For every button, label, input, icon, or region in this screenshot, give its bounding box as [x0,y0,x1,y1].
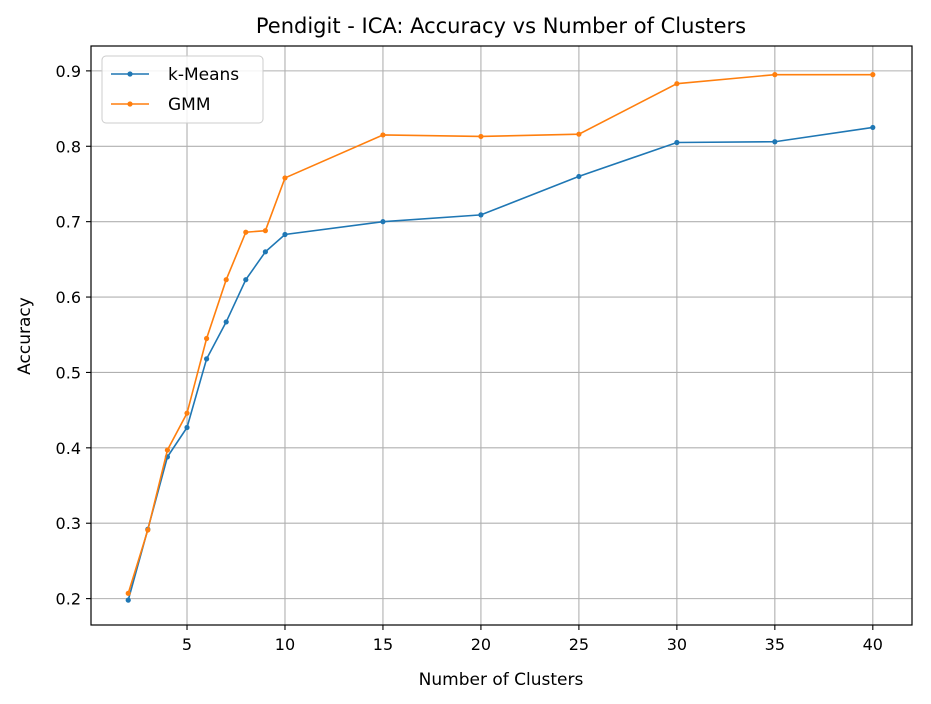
data-point [164,447,171,453]
data-point [282,231,288,238]
y-tick-label: 0.6 [56,288,81,307]
data-point [380,132,386,138]
plot-frame [90,45,913,626]
data-point [262,249,268,255]
legend-label: k-Means [168,65,239,85]
data-point [282,175,288,181]
data-point [870,124,876,131]
data-point [576,131,582,137]
data-point [184,424,190,431]
y-tick-label: 0.2 [56,590,81,609]
x-tick-label: 40 [863,635,883,654]
x-tick-label: 25 [569,635,589,654]
data-point [125,597,131,603]
data-point [262,228,268,234]
data-point [204,335,210,342]
chart-title: Pendigit - ICA: Accuracy vs Number of Cl… [256,14,746,38]
data-point [478,133,484,140]
y-tick-label: 0.3 [56,514,81,533]
data-point [184,410,190,416]
data-point [243,277,249,283]
legend: k-Means GMM [101,55,264,124]
y-axis-label: Accuracy [15,297,35,375]
y-tick-label: 0.4 [56,439,81,458]
data-point [223,277,229,283]
data-point [125,590,131,596]
legend-marker [127,71,133,77]
data-point [674,139,680,146]
y-tick-label: 0.8 [56,137,81,156]
x-tick-label: 15 [373,635,393,654]
legend-label: GMM [168,95,211,115]
data-point [772,139,778,145]
x-tick-label: 20 [471,635,491,654]
x-tick-label: 5 [182,635,192,654]
data-point [870,72,876,78]
tick-layer: 5 10 15 20 25 30 35 40 0.2 0.3 0.4 0.5 0.6 0.7 0.8 0.9 [56,62,883,654]
grid-layer [91,46,912,625]
x-axis-label: Number of Clusters [419,670,584,690]
data-point [243,229,249,235]
data-point [478,212,484,218]
y-tick-label: 0.5 [56,363,81,382]
data-point [674,81,680,87]
data-point [223,319,229,325]
x-tick-label: 30 [667,635,687,654]
data-point [772,72,778,78]
legend-box [101,55,264,124]
data-point [204,356,210,362]
data-point [145,527,151,533]
series-layer [125,72,876,603]
y-tick-label: 0.7 [56,213,81,232]
legend-marker [127,101,133,107]
y-tick-label: 0.9 [56,62,81,81]
x-tick-label: 10 [275,635,295,654]
data-point [380,219,386,225]
x-tick-label: 35 [765,635,785,654]
data-point [576,173,582,180]
